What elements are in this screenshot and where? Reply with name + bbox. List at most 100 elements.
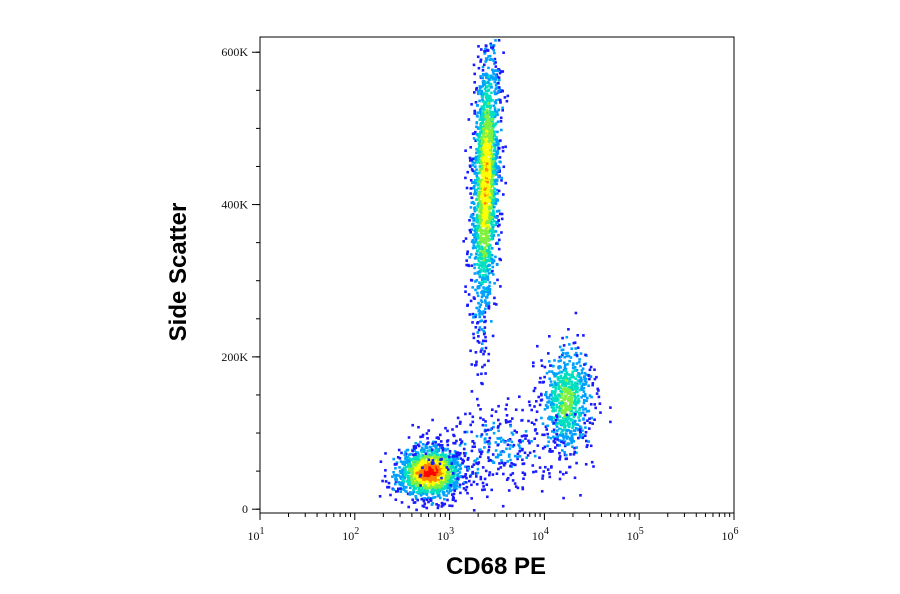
data-point: [479, 201, 483, 205]
data-point: [492, 149, 496, 152]
data-point: [490, 320, 493, 323]
data-point: [478, 165, 482, 168]
data-point: [494, 39, 497, 42]
data-point: [473, 442, 476, 445]
data-point: [487, 189, 490, 193]
data-point: [586, 443, 589, 447]
data-point: [494, 69, 497, 72]
data-point: [417, 488, 421, 492]
data-point: [449, 477, 453, 480]
data-point: [435, 503, 438, 506]
data-point: [484, 139, 487, 142]
data-point: [493, 205, 496, 209]
data-point: [475, 360, 478, 364]
data-point: [581, 405, 584, 408]
data-point: [483, 438, 487, 441]
data-point: [395, 463, 398, 466]
data-point: [482, 147, 486, 151]
data-point: [473, 257, 477, 260]
data-point: [489, 244, 492, 247]
data-point: [407, 482, 410, 486]
data-point: [411, 482, 414, 485]
data-point: [578, 388, 581, 392]
data-point: [541, 433, 544, 437]
data-point: [431, 418, 434, 422]
data-point: [411, 449, 414, 453]
data-point: [576, 428, 580, 432]
data-point: [558, 380, 562, 383]
data-point: [488, 234, 491, 238]
data-point: [416, 498, 419, 502]
data-point: [560, 348, 564, 352]
data-point: [566, 421, 570, 424]
data-point: [579, 494, 582, 497]
data-point: [488, 473, 491, 477]
data-point: [494, 99, 498, 102]
data-point: [474, 130, 477, 134]
data-point: [491, 265, 495, 269]
data-point: [474, 101, 478, 104]
data-point: [582, 386, 586, 390]
data-point: [465, 430, 469, 434]
data-point: [448, 455, 451, 459]
data-point: [484, 228, 488, 231]
data-point: [504, 421, 508, 424]
data-point: [475, 133, 479, 136]
data-point: [486, 180, 489, 184]
data-point: [521, 462, 525, 466]
data-point: [427, 429, 430, 432]
data-point: [487, 440, 491, 443]
data-point: [563, 373, 567, 376]
data-point: [500, 440, 503, 443]
data-point: [585, 380, 588, 384]
data-point: [482, 82, 485, 86]
data-point: [479, 408, 482, 411]
data-point: [597, 389, 600, 392]
data-point: [578, 408, 581, 411]
data-point: [485, 199, 488, 203]
data-point: [471, 321, 474, 324]
data-point: [486, 249, 489, 253]
data-point: [575, 354, 579, 357]
data-point: [481, 164, 484, 168]
data-point: [497, 247, 501, 251]
data-point: [447, 459, 450, 463]
data-point: [486, 137, 489, 141]
data-point: [563, 397, 567, 400]
data-point: [481, 312, 484, 316]
data-point: [395, 490, 398, 493]
data-point: [583, 413, 587, 417]
data-point: [514, 485, 518, 488]
data-point: [510, 462, 513, 465]
data-point: [490, 172, 493, 176]
data-point: [427, 496, 430, 500]
data-point: [383, 474, 387, 478]
x-tick-label: 102: [342, 526, 359, 543]
data-point: [438, 471, 442, 475]
data-point: [415, 508, 418, 512]
data-point: [443, 481, 446, 484]
data-point: [475, 174, 479, 178]
data-point: [486, 278, 490, 281]
data-point: [556, 435, 559, 439]
data-point: [492, 163, 496, 167]
data-point: [477, 187, 480, 190]
data-point: [574, 396, 577, 399]
data-point: [565, 435, 568, 438]
data-point: [464, 290, 467, 293]
data-point: [477, 66, 481, 70]
data-point: [556, 383, 560, 387]
data-point: [422, 462, 426, 465]
data-point: [487, 231, 491, 234]
data-point: [479, 475, 483, 479]
data-point: [540, 392, 543, 396]
data-point: [402, 485, 406, 489]
data-point: [491, 178, 494, 181]
data-point: [395, 461, 399, 464]
data-point: [477, 178, 480, 181]
data-point: [474, 237, 477, 241]
data-point: [485, 287, 488, 290]
data-point: [484, 131, 488, 135]
data-point: [512, 463, 515, 466]
data-point: [492, 44, 496, 47]
